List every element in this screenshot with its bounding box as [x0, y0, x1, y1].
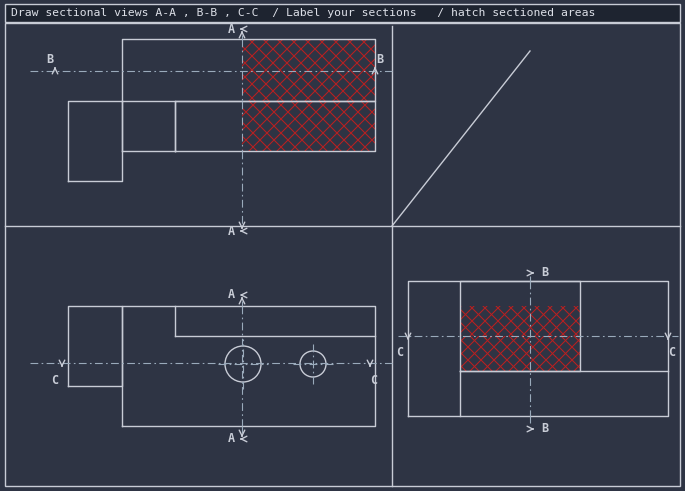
Text: B: B — [377, 53, 384, 65]
Text: B: B — [541, 422, 549, 436]
Text: C: C — [51, 375, 58, 387]
Text: C: C — [397, 347, 403, 359]
Bar — [242, 39, 375, 101]
Text: A: A — [227, 289, 234, 301]
Bar — [460, 336, 580, 371]
Text: B: B — [541, 267, 549, 279]
Text: C: C — [371, 375, 377, 387]
Text: A: A — [227, 433, 234, 445]
Text: A: A — [227, 224, 234, 238]
Text: A: A — [227, 23, 234, 35]
Text: B: B — [47, 53, 53, 65]
Text: Draw sectional views A-A , B-B , C-C  / Label your sections   / hatch sectioned : Draw sectional views A-A , B-B , C-C / L… — [11, 8, 595, 18]
Text: C: C — [669, 347, 675, 359]
Bar — [5, 4, 680, 22]
Bar — [242, 101, 375, 151]
Bar — [460, 306, 580, 336]
